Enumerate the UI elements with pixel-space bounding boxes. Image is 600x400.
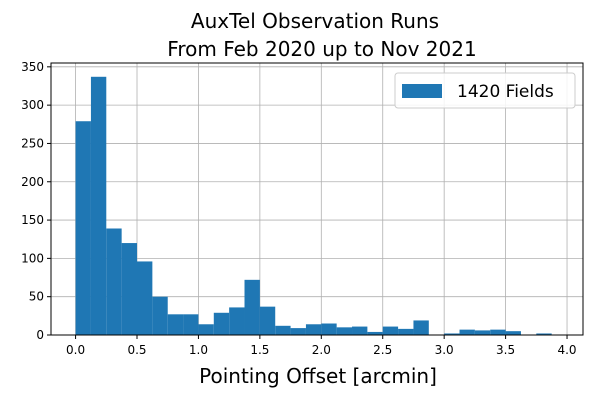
histogram-bar [183, 314, 199, 335]
histogram-bar [336, 327, 353, 335]
y-tick-label: 100 [21, 251, 44, 265]
histogram-bar [398, 328, 414, 335]
x-axis-ticks: 0.0 0.5 1.0 1.5 2.0 2.5 3.0 3.5 4.0 [66, 335, 577, 357]
x-tick-label: 1.5 [250, 343, 269, 357]
histogram-bar [137, 261, 153, 335]
histogram-bar [90, 76, 107, 335]
x-tick-label: 1.0 [189, 343, 208, 357]
histogram-bar [198, 324, 214, 335]
x-tick-label: 2.5 [373, 343, 392, 357]
histogram-bar [490, 329, 506, 335]
y-tick-label: 300 [21, 98, 44, 112]
histogram-bar [167, 314, 184, 335]
x-tick-label: 0.0 [66, 343, 85, 357]
y-axis-ticks: 0 50 100 150 200 250 300 350 [21, 60, 51, 342]
histogram-bar [305, 324, 322, 335]
x-tick-label: 3.5 [496, 343, 515, 357]
x-tick-label: 0.5 [127, 343, 146, 357]
x-axis-label: Pointing Offset [arcmin] [199, 364, 437, 388]
x-tick-label: 4.0 [557, 343, 576, 357]
histogram-bar [536, 333, 552, 335]
legend-box [394, 72, 576, 109]
x-tick-label: 2.0 [312, 343, 331, 357]
legend-swatch [402, 84, 442, 98]
histogram-bar [229, 307, 245, 335]
histogram-bar [459, 329, 475, 335]
histogram-bar [152, 296, 168, 335]
histogram-bar [382, 326, 399, 335]
histogram-bar [444, 333, 460, 335]
histogram-bar [505, 331, 521, 335]
x-tick-label: 3.0 [435, 343, 454, 357]
histogram-bar [213, 312, 230, 335]
histogram-bar [75, 121, 91, 335]
histogram-bar [413, 320, 429, 335]
y-tick-label: 50 [29, 290, 44, 304]
y-tick-label: 150 [21, 213, 44, 227]
histogram-bar [474, 330, 491, 335]
histogram-bar [290, 328, 306, 335]
histogram-bar [121, 243, 138, 335]
chart-title-line-1: AuxTel Observation Runs [191, 9, 439, 33]
histogram-bar [367, 331, 383, 335]
legend-label: 1420 Fields [457, 82, 554, 102]
histogram-bar [259, 306, 276, 335]
y-tick-label: 200 [21, 175, 44, 189]
chart-title: AuxTel Observation Runs From Feb 2020 up… [167, 9, 476, 61]
y-tick-label: 250 [21, 136, 44, 150]
chart-title-line-2: From Feb 2020 up to Nov 2021 [167, 37, 476, 61]
plot-frame [50, 62, 584, 336]
histogram-bar [244, 279, 260, 335]
histogram-bars [75, 76, 552, 335]
histogram-bar [275, 325, 291, 335]
histogram-bar [352, 326, 368, 335]
legend: 1420 Fields [394, 72, 576, 109]
y-tick-label: 350 [21, 60, 44, 74]
histogram-bar [106, 228, 122, 335]
y-tick-label: 0 [36, 328, 44, 342]
histogram-bar [321, 323, 337, 335]
